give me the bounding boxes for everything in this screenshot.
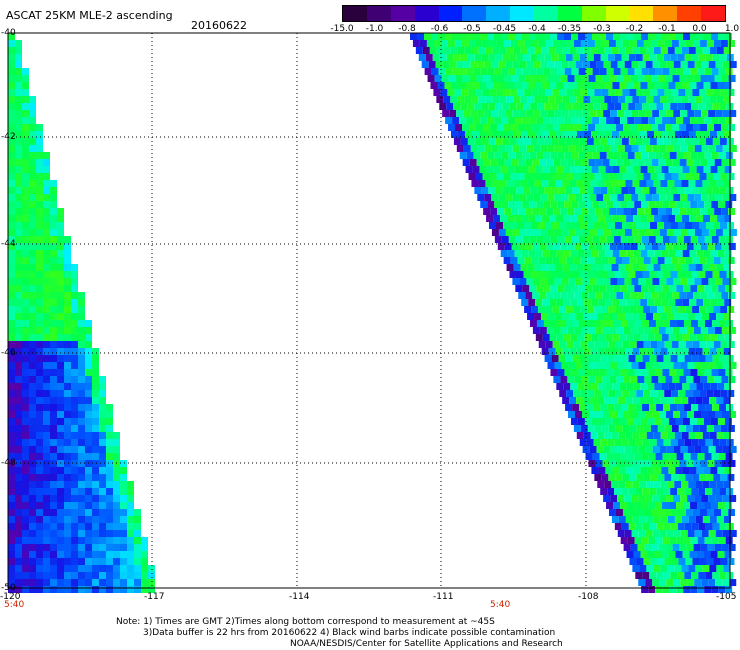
color-scale-tick-label: -0.8 xyxy=(398,24,416,34)
figure-title: ASCAT 25KM MLE-2 ascending xyxy=(6,9,173,22)
latitude-label: -42 xyxy=(1,132,16,142)
color-scale-swatch xyxy=(486,6,511,21)
color-scale-tick-label: -1.0 xyxy=(365,24,384,34)
swath-pixels xyxy=(8,33,737,593)
color-scale-tick-label: -0.6 xyxy=(430,24,449,34)
color-scale-tick-label: -15.0 xyxy=(330,24,354,34)
color-scale-swatch xyxy=(581,6,606,21)
color-scale-swatch xyxy=(510,6,534,21)
longitude-label: -108 xyxy=(578,592,599,602)
color-scale-tick-label: -0.2 xyxy=(625,24,644,34)
color-scale-swatch xyxy=(534,6,558,21)
color-scale-swatch xyxy=(677,6,702,21)
longitude-label: -111 xyxy=(433,592,454,602)
color-scale-tick-label: -0.35 xyxy=(557,24,582,34)
color-scale-swatch xyxy=(462,6,487,21)
map-frame xyxy=(7,32,731,589)
color-scale-swatch xyxy=(414,6,439,21)
latitude-label: -50 xyxy=(1,583,16,593)
latitude-label: -40 xyxy=(1,28,16,38)
color-scale-swatch xyxy=(605,6,630,21)
note-line-3: NOAA/NESDIS/Center for Satellite Applica… xyxy=(290,639,563,649)
color-scale-swatch xyxy=(366,6,391,21)
color-scale-swatch xyxy=(343,6,367,21)
color-scale-tick-label: -0.3 xyxy=(593,24,611,34)
color-scale-tick-label: -0.45 xyxy=(492,24,517,34)
time-label-left: 5:40 xyxy=(4,600,25,610)
longitude-label: -105 xyxy=(716,592,737,602)
color-scale-swatch xyxy=(653,6,678,21)
latitude-label: -48 xyxy=(1,458,16,468)
color-scale-swatch xyxy=(438,6,463,21)
figure-date: 20160622 xyxy=(191,19,247,32)
longitude-label: -117 xyxy=(144,592,165,602)
latitude-label: -44 xyxy=(1,239,16,249)
color-scale-bar xyxy=(342,5,726,22)
note-line-2: 3)Data buffer is 22 hrs from 20160622 4)… xyxy=(143,628,556,638)
color-scale-tick-label: -0.1 xyxy=(658,24,676,34)
color-scale-swatch xyxy=(557,6,582,21)
color-scale-tick-label: -0.5 xyxy=(463,24,481,34)
longitude-label: -120 xyxy=(0,592,21,602)
longitude-label: -114 xyxy=(289,592,310,602)
lat-lon-grid xyxy=(8,33,730,588)
color-scale-tick-label: 0.0 xyxy=(692,24,707,34)
note-line-1: Note: 1) Times are GMT 2)Times along bot… xyxy=(116,617,495,627)
color-scale-tick-label: 1.0 xyxy=(724,24,740,34)
latitude-label: -46 xyxy=(1,348,16,358)
color-scale-swatch xyxy=(629,6,654,21)
color-scale-tick-label: -0.4 xyxy=(528,24,546,34)
time-label-right: 5:40 xyxy=(490,600,511,610)
color-scale-swatch xyxy=(390,6,415,21)
color-scale-swatch xyxy=(701,6,725,21)
color-scale-labels: -15.0 -1.0 -0.8 -0.6 -0.5 -0.45 -0.4 -0.35 -0.3 -… xyxy=(330,24,740,36)
